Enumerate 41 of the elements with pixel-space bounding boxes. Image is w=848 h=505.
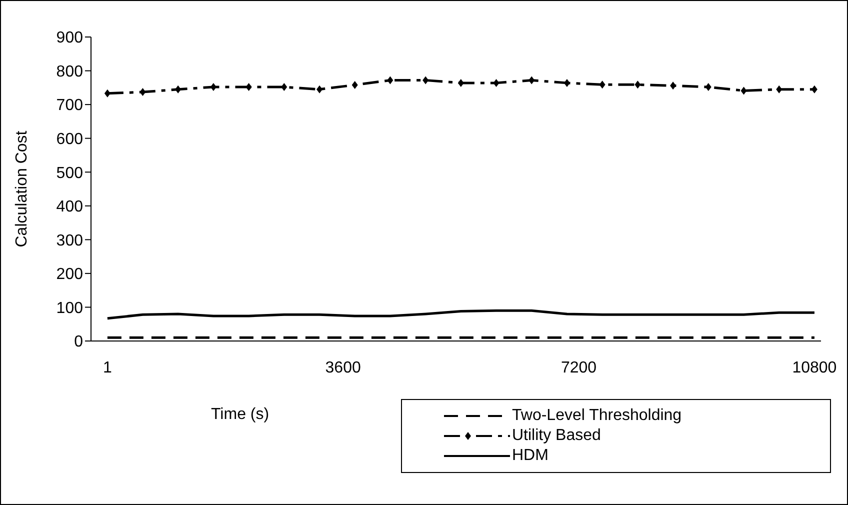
y-tick-label: 400 bbox=[56, 198, 84, 216]
point bbox=[352, 80, 358, 89]
x-tick-label: 10800 bbox=[792, 359, 837, 376]
point bbox=[599, 80, 606, 89]
y-axis-title: Calculation Cost bbox=[14, 130, 31, 248]
x-tick-label: 7200 bbox=[560, 359, 597, 376]
line-series bbox=[106, 309, 816, 320]
point bbox=[104, 89, 110, 98]
legend-label: Utility Based bbox=[512, 426, 601, 446]
y-tick-label: 800 bbox=[56, 63, 84, 80]
point bbox=[776, 85, 782, 94]
y-tick-label: 700 bbox=[56, 97, 84, 114]
y-tick-label: 200 bbox=[56, 266, 84, 284]
point bbox=[246, 82, 252, 91]
y-tick-label: 600 bbox=[56, 131, 84, 148]
point bbox=[811, 85, 818, 94]
y-tick-label: 100 bbox=[56, 300, 84, 317]
point bbox=[175, 85, 182, 94]
point bbox=[670, 82, 676, 90]
point bbox=[564, 78, 570, 87]
x-tick-label: 1 bbox=[102, 359, 112, 376]
y-tick-label: 900 bbox=[56, 30, 84, 47]
point bbox=[316, 85, 322, 94]
point bbox=[705, 82, 712, 91]
legend-label: Two-Level Thresholding bbox=[512, 406, 682, 426]
point bbox=[634, 80, 641, 89]
point bbox=[140, 88, 146, 96]
point bbox=[210, 82, 216, 91]
point bbox=[493, 78, 500, 87]
y-tick-label: 0 bbox=[74, 334, 84, 351]
x-axis-title: Time (s) bbox=[211, 406, 270, 424]
point bbox=[528, 76, 535, 84]
point bbox=[422, 76, 429, 84]
x-tick-label: 3600 bbox=[325, 359, 361, 376]
point bbox=[281, 82, 288, 91]
y-tick-label: 500 bbox=[56, 164, 84, 182]
point bbox=[387, 76, 394, 84]
legend-label: HDM bbox=[512, 446, 548, 466]
point bbox=[740, 86, 747, 95]
y-tick-label: 300 bbox=[56, 232, 84, 250]
point bbox=[458, 78, 464, 87]
